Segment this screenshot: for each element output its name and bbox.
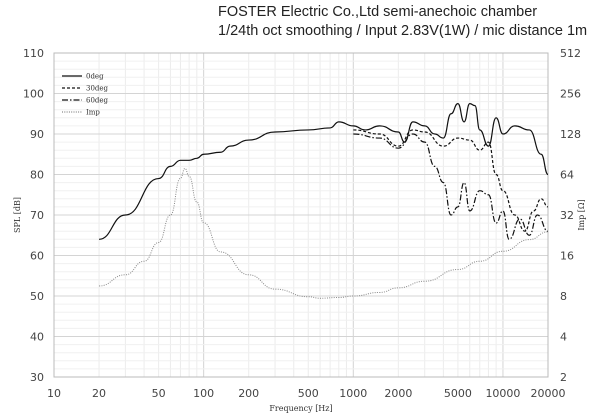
y-tick-label: 70: [30, 209, 44, 222]
y-tick-label: 90: [30, 128, 44, 141]
legend-label: Imp: [86, 109, 100, 117]
plot-frame: [53, 52, 549, 378]
x-tick-label: 500: [298, 387, 319, 400]
x-tick-label: 200: [238, 387, 259, 400]
x-tick-label: 10: [47, 387, 61, 400]
chart-subtitle: 1/24th oct smoothing / Input 2.83V(1W) /…: [218, 23, 588, 39]
series-line-30deg: [353, 129, 549, 232]
x-tick-label: 50: [152, 387, 166, 400]
y2-tick-label: 32: [560, 209, 574, 222]
y-tick-label: 60: [30, 250, 44, 263]
x-axis-label: Frequency [Hz]: [269, 404, 332, 413]
y-tick-label: 50: [30, 290, 44, 303]
x-tick-label: 10000: [485, 387, 520, 400]
y2-tick-label: 512: [560, 47, 581, 60]
y2-tick-label: 128: [560, 128, 581, 141]
y2-axis-label: Imp [Ω]: [577, 199, 586, 230]
legend-label: 0deg: [86, 73, 104, 81]
y2-tick-label: 8: [560, 290, 567, 303]
y-axis-label: SPL [dB]: [13, 197, 22, 233]
y2-tick-label: 16: [560, 250, 574, 263]
legend-label: 30deg: [86, 85, 109, 93]
y2-tick-label: 4: [560, 331, 567, 344]
y-tick-label: 100: [23, 88, 44, 101]
series-line-Imp: [99, 167, 549, 299]
chart-title: FOSTER Electric Co.,Ltd semi-anechoic ch…: [218, 4, 538, 20]
x-tick-label: 1000: [339, 387, 367, 400]
x-tick-label: 20: [92, 387, 106, 400]
x-tick-label: 100: [193, 387, 214, 400]
y-tick-label: 80: [30, 169, 44, 182]
x-tick-label: 2000: [384, 387, 412, 400]
series-line-60deg: [353, 133, 549, 240]
y-tick-label: 30: [30, 371, 44, 384]
series-line-0deg: [98, 103, 549, 240]
x-tick-label: 20000: [531, 387, 566, 400]
y2-tick-label: 2: [560, 371, 567, 384]
y-tick-label: 110: [23, 47, 44, 60]
x-tick-label: 5000: [444, 387, 472, 400]
y-tick-label: 40: [30, 331, 44, 344]
legend-label: 60deg: [86, 97, 109, 105]
y2-tick-label: 256: [560, 88, 581, 101]
y2-tick-label: 64: [560, 169, 574, 182]
